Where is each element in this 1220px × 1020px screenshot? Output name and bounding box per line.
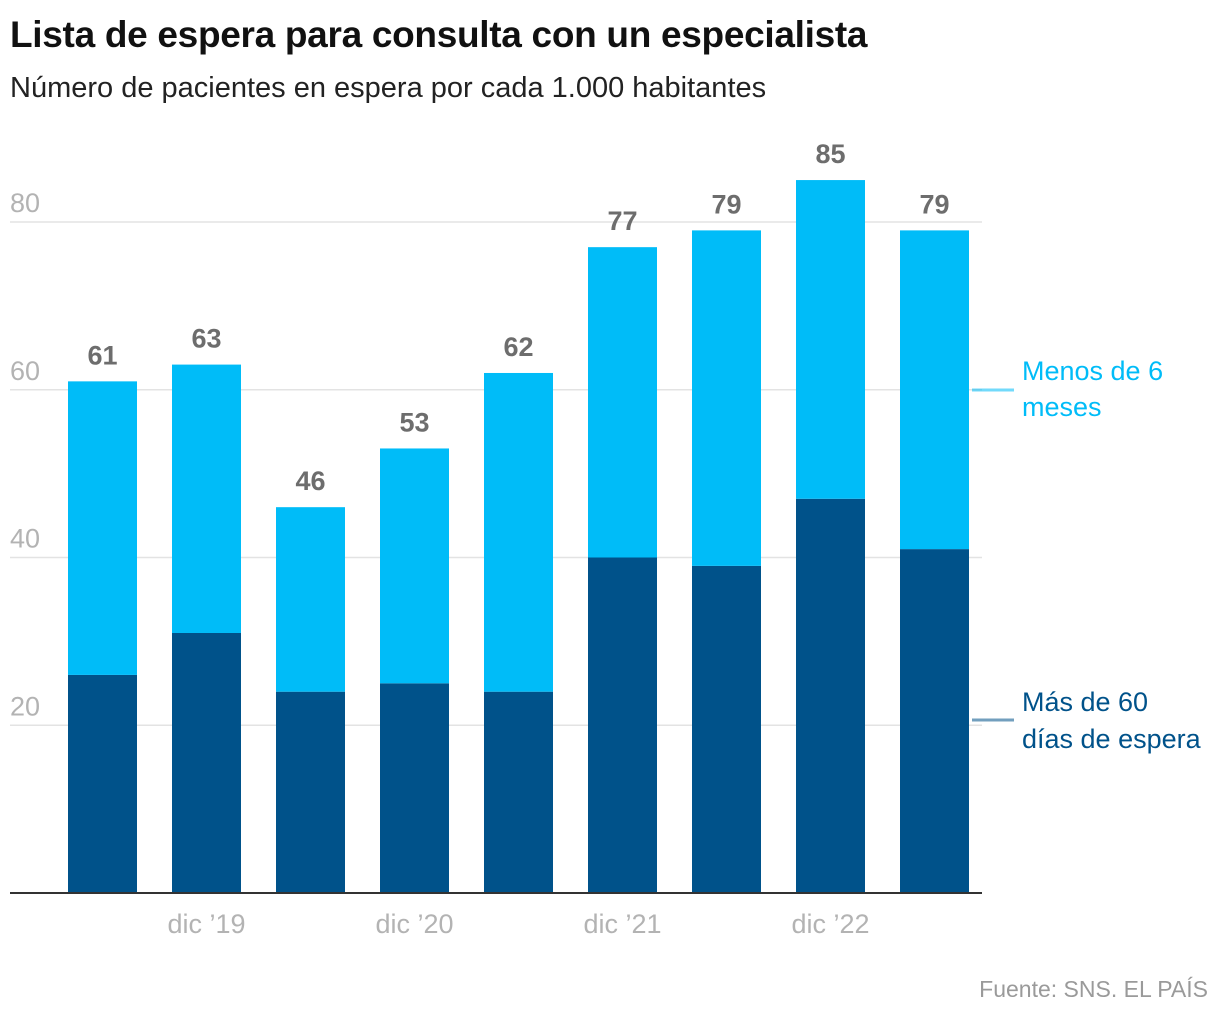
bar-total-label: 62 <box>503 332 533 362</box>
x-tick-label: dic ’20 <box>375 909 453 939</box>
chart-subtitle: Número de pacientes en espera por cada 1… <box>10 72 767 104</box>
bar-segment-more-60-days <box>796 498 865 893</box>
bar-total-label: 46 <box>295 466 325 496</box>
bar-segment-under-6-months <box>380 448 449 684</box>
x-tick-label: dic ’21 <box>583 909 661 939</box>
bar-total-label: 79 <box>919 189 949 219</box>
bar-segment-more-60-days <box>588 557 657 893</box>
legend-under-6-months-text: Menos de 6 <box>1022 356 1163 386</box>
bar-segment-more-60-days <box>692 565 761 893</box>
bar-segment-more-60-days <box>276 691 345 893</box>
source-brand: EL PAÍS <box>1123 976 1208 1002</box>
source-note: Fuente: SNS. EL PAÍS <box>979 976 1208 1003</box>
bar-segment-under-6-months <box>796 180 865 499</box>
x-tick-label: dic ’22 <box>791 909 869 939</box>
bar-segment-under-6-months <box>276 507 345 692</box>
legend-under-6-months-text: meses <box>1022 392 1102 422</box>
bar-segment-under-6-months <box>172 364 241 633</box>
bar-segment-under-6-months <box>484 372 553 692</box>
bar-segment-under-6-months <box>900 230 969 550</box>
y-tick-label: 20 <box>10 691 40 721</box>
bar-total-label: 63 <box>191 324 221 354</box>
y-tick-label: 80 <box>10 188 40 218</box>
source-separator: . <box>1110 976 1124 1002</box>
x-tick-label: dic ’19 <box>167 909 245 939</box>
bar-segment-more-60-days <box>68 674 137 893</box>
legend-more-60-days-text: días de espera <box>1022 724 1202 754</box>
bar-segment-under-6-months <box>68 381 137 675</box>
bar-segment-under-6-months <box>588 247 657 558</box>
bar-total-label: 77 <box>607 206 637 236</box>
bar-segment-more-60-days <box>380 683 449 893</box>
bar-segment-more-60-days <box>900 549 969 893</box>
bar-total-label: 53 <box>399 407 429 437</box>
chart-title: Lista de espera para consulta con un esp… <box>10 14 868 55</box>
y-tick-label: 40 <box>10 524 40 554</box>
y-tick-label: 60 <box>10 356 40 386</box>
source-label: Fuente: SNS <box>979 976 1111 1002</box>
bar-segment-more-60-days <box>172 632 241 893</box>
bar-segment-more-60-days <box>484 691 553 893</box>
legend-more-60-days-text: Más de 60 <box>1022 687 1148 717</box>
bar-total-label: 79 <box>711 189 741 219</box>
bar-total-label: 85 <box>815 139 845 169</box>
bar-total-label: 61 <box>87 340 117 370</box>
bar-segment-under-6-months <box>692 230 761 566</box>
